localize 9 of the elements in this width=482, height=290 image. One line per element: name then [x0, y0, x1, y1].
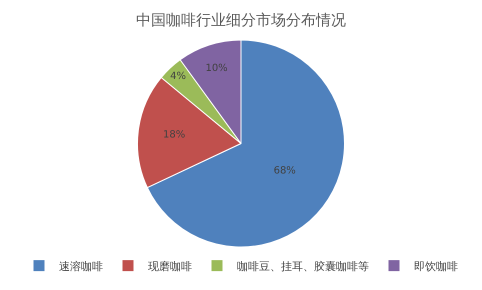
data-label: 4%	[170, 70, 186, 82]
legend-label: 速溶咖啡	[59, 260, 103, 273]
data-label: 18%	[163, 130, 186, 141]
data-label: 68%	[274, 166, 296, 177]
legend-label: 现磨咖啡	[148, 260, 192, 273]
legend-label: 咖啡豆、挂耳、胶囊咖啡等	[237, 260, 369, 273]
legend-label: 即饮咖啡	[414, 260, 458, 273]
data-label: 10%	[205, 62, 228, 74]
chart-title: 中国咖啡行业细分市场分布情况	[136, 11, 346, 29]
